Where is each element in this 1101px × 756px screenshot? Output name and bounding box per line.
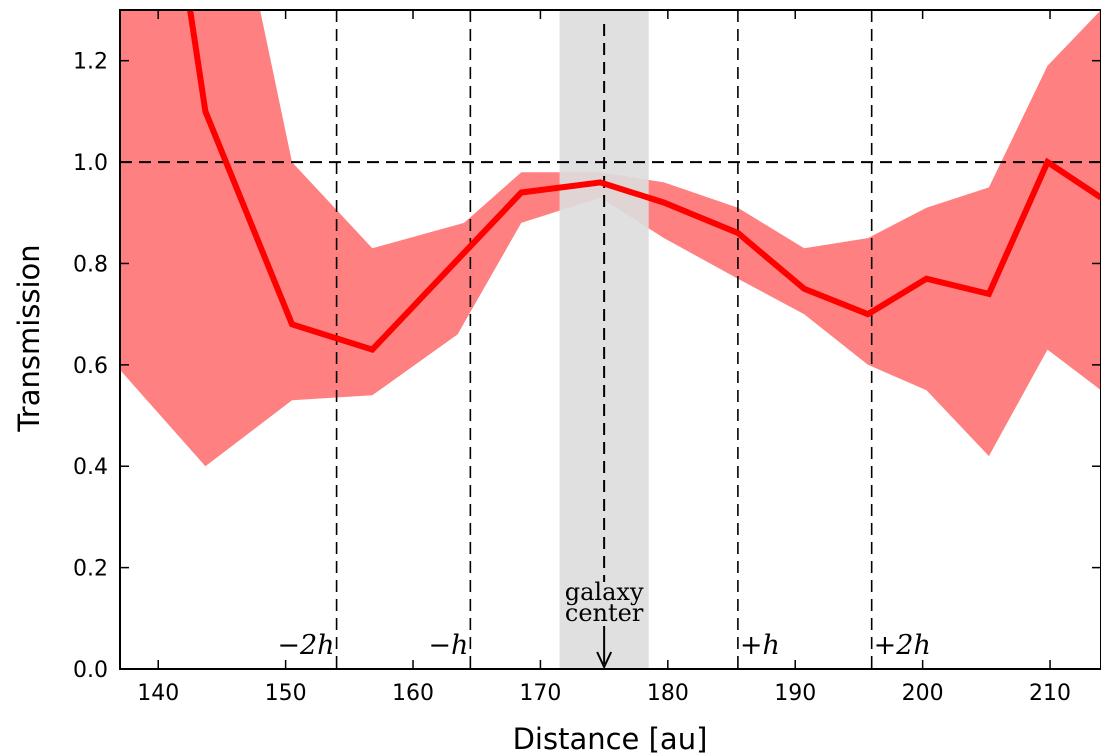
x-tick-label: 210 <box>1029 681 1071 706</box>
x-axis-label: Distance [au] <box>513 722 708 756</box>
plot-content <box>120 10 1101 669</box>
scale-height-label: +h <box>740 630 780 661</box>
plot-frame <box>119 9 1101 670</box>
galaxy-marker-arrowhead <box>596 651 613 669</box>
x-tick-label: 140 <box>137 681 179 706</box>
y-tick-label: 0.2 <box>73 557 108 582</box>
galaxy-label-line1: galaxy <box>565 578 644 606</box>
y-tick-label: 0.8 <box>73 252 108 277</box>
scale-height-label: −h <box>428 630 468 661</box>
y-tick-label: 1.2 <box>73 50 108 75</box>
series-line <box>187 10 1101 354</box>
uncertainty-band <box>120 10 1101 467</box>
y-tick-label: 0.6 <box>73 354 108 379</box>
x-tick-label: 150 <box>265 681 307 706</box>
x-tick-label: 190 <box>774 681 816 706</box>
axes: 140 150 160 170 180 190 200 210 0.0 0.2 0.4 0.6 0.8 1… <box>73 9 1101 706</box>
y-tick-label: 1.0 <box>73 151 108 176</box>
y-tick-label: 0.0 <box>73 658 108 683</box>
x-tick-label: 180 <box>647 681 689 706</box>
y-tick-label: 0.4 <box>73 455 108 480</box>
scale-height-label: −2h <box>277 630 334 661</box>
x-tick-label: 200 <box>902 681 944 706</box>
galaxy-label-line2: center <box>565 599 644 627</box>
scale-height-label: +2h <box>874 630 931 661</box>
plot-area <box>120 10 1101 669</box>
x-tick-label: 170 <box>519 681 561 706</box>
x-tick-label: 160 <box>392 681 434 706</box>
y-axis-label: Transmission <box>12 244 46 432</box>
